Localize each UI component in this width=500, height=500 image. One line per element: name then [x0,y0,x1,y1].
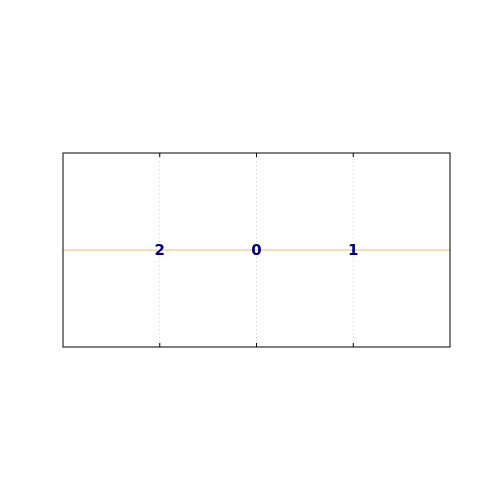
node-label-0: 2 [155,241,165,259]
node-label-1: 0 [251,241,261,259]
plot-frame [62,152,451,348]
axis-ticks [159,153,354,347]
node-labels: 2 0 1 [155,241,359,259]
node-label-2: 1 [348,241,358,259]
